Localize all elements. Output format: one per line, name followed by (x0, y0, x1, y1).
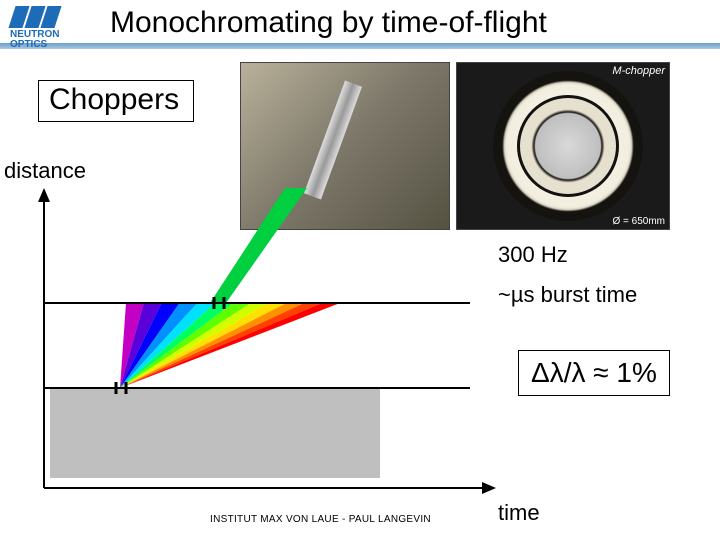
tof-diagram (30, 188, 510, 508)
choppers-label: Choppers (38, 80, 194, 122)
mchopper-label: M-chopper (612, 65, 665, 77)
frequency-label: 300 Hz (498, 242, 568, 268)
diameter-label: Ø = 650mm (612, 216, 665, 227)
footer-text: INSTITUT MAX VON LAUE - PAUL LANGEVIN (210, 514, 431, 525)
logo: NEUTRON OPTICS (8, 4, 100, 58)
y-axis-label: distance (4, 158, 86, 184)
logo-line2: OPTICS (10, 39, 47, 50)
burst-time-label: ~µs burst time (498, 282, 637, 308)
resolution-box: Δλ/λ ≈ 1% (518, 350, 670, 396)
page-title: Monochromating by time-of-flight (110, 6, 547, 40)
x-axis-label: time (498, 500, 540, 526)
